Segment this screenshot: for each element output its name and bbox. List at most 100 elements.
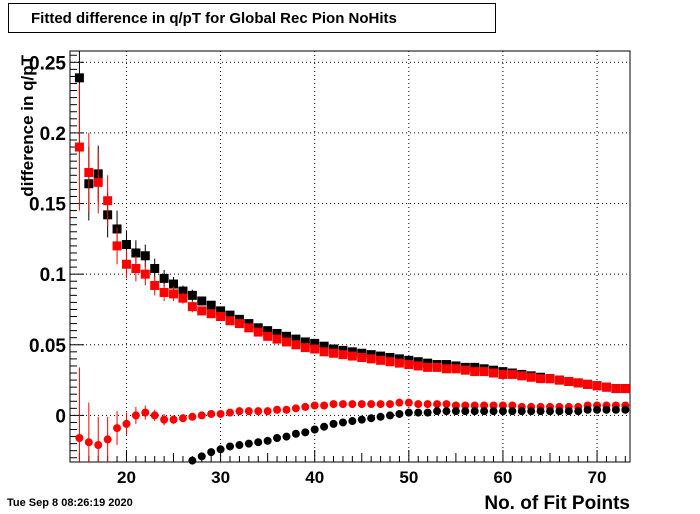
data-point — [159, 288, 169, 298]
data-point — [480, 401, 489, 410]
data-point — [395, 398, 404, 407]
data-point — [395, 409, 404, 418]
x-tick-label: 60 — [493, 468, 512, 487]
data-point — [404, 360, 414, 370]
data-point — [546, 407, 554, 416]
data-point — [498, 407, 507, 416]
data-point — [169, 415, 178, 424]
data-point — [461, 401, 470, 410]
data-point — [592, 381, 602, 391]
data-point — [301, 428, 310, 437]
data-points — [74, 51, 630, 465]
timestamp: Tue Sep 8 08:26:19 2020 — [7, 497, 133, 509]
data-point — [226, 442, 234, 451]
data-point — [470, 367, 480, 377]
data-point — [480, 407, 489, 416]
data-point — [169, 289, 179, 299]
data-point — [386, 411, 394, 420]
data-point — [376, 412, 385, 421]
data-point — [357, 400, 366, 409]
data-point — [187, 302, 197, 312]
data-point — [564, 376, 574, 386]
data-point — [601, 382, 611, 392]
data-point — [273, 433, 282, 442]
x-tick-label: 70 — [588, 468, 607, 487]
data-point — [206, 309, 216, 319]
data-point — [320, 422, 329, 431]
data-point — [178, 286, 188, 296]
data-point — [140, 269, 150, 279]
data-point — [442, 400, 451, 409]
chart-title-box: Fitted difference in q/pT for Global Rec… — [8, 3, 496, 33]
data-point — [150, 411, 159, 420]
data-point — [508, 401, 517, 410]
data-point — [451, 401, 460, 410]
data-point — [366, 354, 376, 364]
data-point — [310, 425, 319, 434]
chart-title: Fitted difference in q/pT for Global Rec… — [31, 10, 397, 27]
data-point — [178, 293, 188, 303]
data-point — [320, 401, 329, 410]
data-point — [253, 327, 263, 337]
x-tick-label: 20 — [117, 468, 136, 487]
plot-frame — [69, 50, 631, 463]
data-point — [244, 439, 253, 448]
data-point — [131, 264, 141, 274]
data-point — [121, 259, 131, 269]
data-point — [113, 424, 122, 433]
data-point — [583, 379, 593, 389]
x-axis-label: No. of Fit Points — [484, 493, 630, 514]
data-point — [423, 400, 432, 409]
data-point — [254, 407, 263, 416]
data-point — [348, 417, 357, 426]
data-point — [319, 341, 329, 351]
data-point — [357, 352, 367, 362]
data-point — [310, 401, 319, 410]
data-point — [394, 358, 404, 368]
data-point — [319, 347, 329, 357]
data-point — [225, 310, 235, 320]
data-point — [433, 407, 442, 416]
data-point — [348, 400, 357, 409]
tick-labels: 20 30 40 50 60 70 0 0.05 0.1 0.15 0.2 0.25 — [29, 53, 607, 487]
x-tick-label: 30 — [211, 468, 230, 487]
data-point — [226, 408, 234, 417]
data-point — [489, 368, 499, 378]
data-point — [197, 296, 207, 306]
data-point — [273, 405, 282, 414]
data-point — [338, 350, 348, 360]
data-point — [414, 408, 423, 417]
data-series — [74, 51, 630, 394]
data-point — [555, 407, 564, 416]
data-point — [338, 400, 347, 409]
data-point — [329, 348, 339, 358]
axis-ticks — [69, 54, 626, 462]
data-point — [235, 441, 244, 450]
data-point — [310, 338, 320, 348]
data-point — [272, 334, 282, 344]
data-point — [103, 435, 112, 444]
data-point — [121, 239, 131, 249]
data-point — [479, 367, 489, 377]
data-point — [281, 331, 291, 341]
data-point — [216, 312, 226, 322]
data-point — [611, 405, 620, 414]
data-point — [244, 407, 253, 416]
data-point — [263, 407, 272, 416]
data-point — [74, 142, 84, 152]
data-point — [574, 407, 583, 416]
data-point — [301, 402, 310, 411]
data-point — [517, 407, 526, 416]
data-point — [329, 419, 338, 428]
data-point — [461, 407, 470, 416]
data-point — [536, 374, 546, 384]
data-point — [554, 375, 564, 385]
data-point — [150, 264, 160, 274]
data-point — [441, 364, 451, 374]
data-point — [413, 361, 423, 371]
data-point — [300, 337, 310, 347]
data-point — [282, 405, 291, 414]
data-point — [385, 357, 395, 367]
data-point — [207, 409, 216, 418]
data-point — [84, 167, 94, 177]
